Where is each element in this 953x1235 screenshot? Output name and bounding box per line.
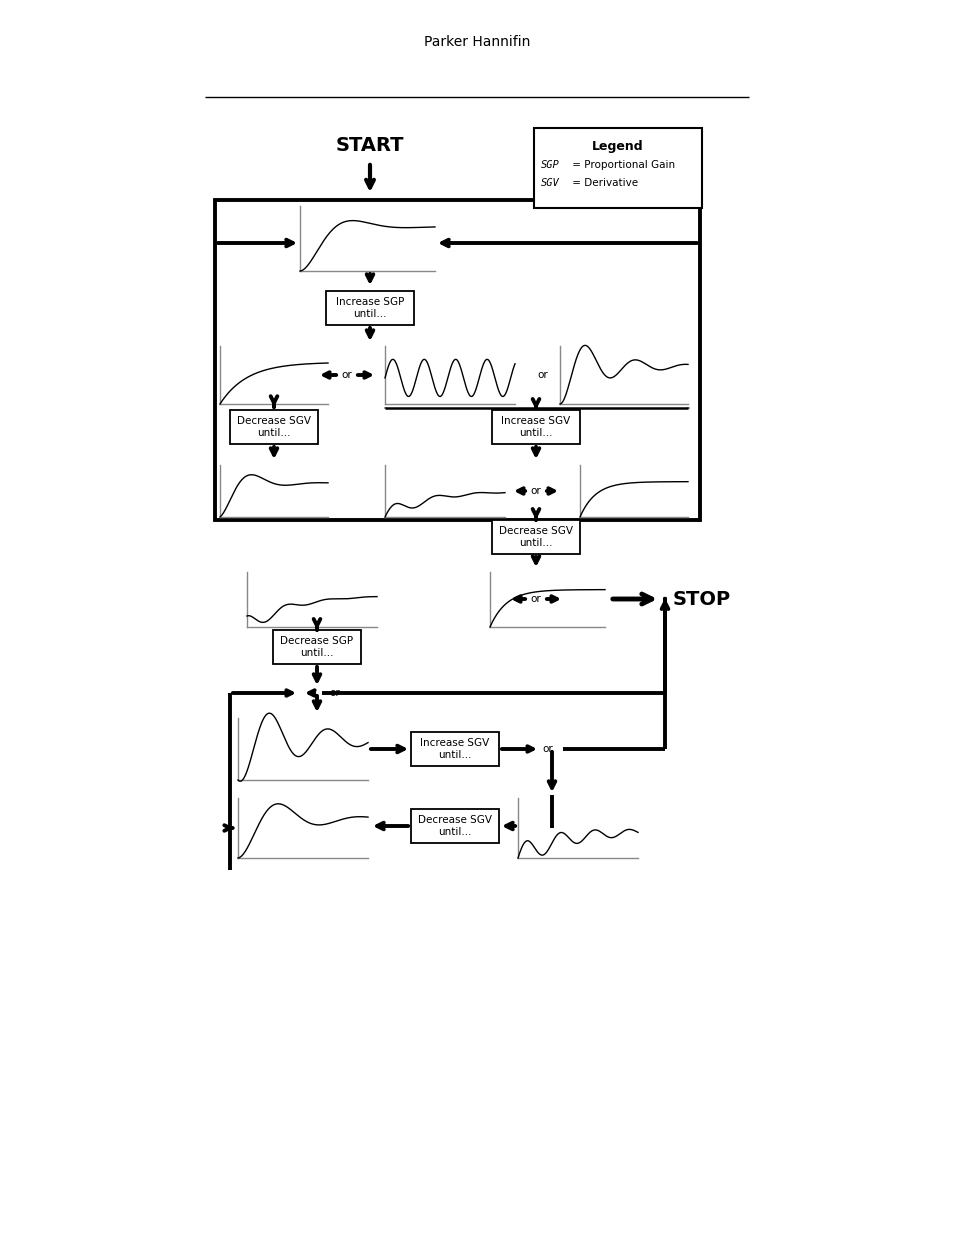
Text: or: or [530,487,540,496]
Text: Increase SGP
until...: Increase SGP until... [335,298,404,319]
Text: Increase SGV
until...: Increase SGV until... [501,416,570,437]
Text: = Derivative: = Derivative [568,178,638,188]
Bar [492,520,579,555]
Text: SGV: SGV [540,178,559,188]
Text: Decrease SGV
until...: Decrease SGV until... [417,815,492,837]
Bar [326,291,414,325]
Bar [534,128,701,207]
Text: Decrease SGV
until...: Decrease SGV until... [236,416,311,437]
Text: or: or [329,688,339,698]
Bar [411,732,498,766]
Bar [411,809,498,844]
Text: START: START [335,136,404,154]
Text: or: or [530,594,540,604]
Bar [214,200,700,520]
Text: Increase SGV
until...: Increase SGV until... [420,739,489,760]
Text: or: or [537,370,548,380]
Bar [230,410,317,445]
Text: SGP: SGP [540,161,559,170]
Text: Parker Hannifin: Parker Hannifin [423,35,530,49]
Bar [273,630,360,664]
Text: or: or [542,743,553,755]
Text: Decrease SGP
until...: Decrease SGP until... [280,636,354,658]
Text: = Proportional Gain: = Proportional Gain [568,161,675,170]
Text: STOP: STOP [672,589,730,609]
Text: Legend: Legend [592,140,643,152]
Bar [492,410,579,445]
Text: Decrease SGV
until...: Decrease SGV until... [498,526,573,548]
Text: or: or [341,370,352,380]
